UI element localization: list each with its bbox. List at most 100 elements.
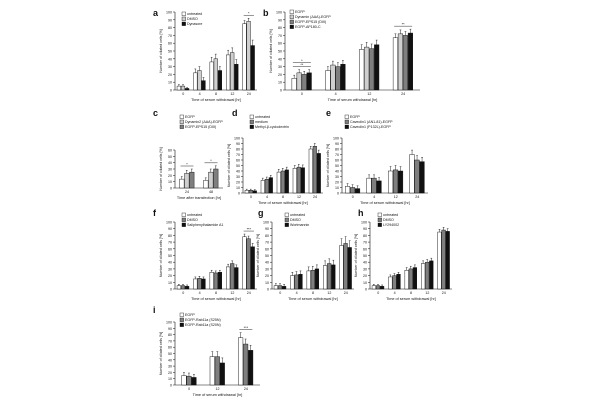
bar bbox=[404, 270, 409, 290]
legend-swatch bbox=[284, 217, 289, 222]
x-axis-label: Time of serum withdrawal [hr] bbox=[191, 297, 241, 301]
bar bbox=[268, 177, 273, 194]
y-axis-label: Number of ciliated cells [%] bbox=[159, 29, 163, 72]
x-tick-label: 0 bbox=[279, 291, 281, 295]
legend-label: untreated bbox=[187, 213, 202, 217]
bar bbox=[376, 180, 382, 194]
x-tick-label: 0 bbox=[188, 387, 190, 391]
significance-label: ** bbox=[402, 23, 405, 27]
y-tick-label: 0 bbox=[365, 288, 367, 292]
bar bbox=[243, 343, 249, 386]
bar bbox=[364, 46, 370, 91]
bar bbox=[184, 173, 190, 189]
legend-label: EGFP bbox=[185, 313, 195, 317]
legend-label: Dynasore bbox=[187, 22, 202, 26]
bar bbox=[345, 186, 351, 194]
bar bbox=[419, 161, 425, 194]
bar bbox=[217, 70, 222, 91]
bar bbox=[277, 285, 283, 290]
bar bbox=[393, 169, 399, 194]
y-tick-label: 50 bbox=[168, 352, 172, 356]
y-axis-label: Number of ciliated cells [%] bbox=[159, 234, 163, 277]
x-tick-label: 4 bbox=[199, 291, 201, 295]
legend-swatch bbox=[377, 222, 382, 227]
bar bbox=[197, 70, 202, 91]
bar bbox=[306, 72, 312, 91]
legend-swatch bbox=[181, 222, 186, 227]
y-tick-label: 50 bbox=[236, 164, 240, 168]
y-tick-label: 30 bbox=[265, 267, 269, 271]
x-tick-label: 8 bbox=[215, 92, 217, 96]
y-tick-label: 60 bbox=[168, 247, 172, 251]
y-tick-label: 0 bbox=[170, 187, 172, 191]
y-tick-label: 30 bbox=[168, 365, 172, 369]
x-tick-label: 12 bbox=[394, 195, 398, 199]
y-tick-label: 10 bbox=[278, 81, 282, 85]
x-tick-label: 0 bbox=[352, 195, 354, 199]
bar bbox=[350, 187, 356, 194]
legend-label: Wortmannin bbox=[290, 223, 309, 227]
bar bbox=[226, 266, 231, 290]
y-tick-label: 50 bbox=[278, 50, 282, 54]
bar bbox=[260, 180, 265, 194]
legend-label: EGFP bbox=[185, 115, 195, 119]
bar bbox=[340, 64, 346, 91]
y-tick-label: 30 bbox=[168, 65, 172, 69]
x-tick-label: 12 bbox=[367, 92, 371, 96]
y-tick-label: 20 bbox=[168, 73, 172, 77]
y-tick-label: 20 bbox=[168, 274, 172, 278]
bar bbox=[380, 286, 385, 290]
x-tick-label: 8 bbox=[215, 291, 217, 295]
bar bbox=[230, 263, 235, 290]
bar bbox=[316, 153, 321, 194]
bar bbox=[359, 49, 365, 91]
legend-swatch bbox=[179, 119, 184, 124]
y-tick-label: 90 bbox=[265, 227, 269, 231]
bar bbox=[201, 80, 206, 91]
x-tick-label: 24 bbox=[247, 291, 251, 295]
y-tick-label: 50 bbox=[168, 155, 172, 159]
x-tick-label: 24 bbox=[247, 92, 251, 96]
y-tick-label: 40 bbox=[265, 261, 269, 265]
bar bbox=[250, 45, 255, 91]
y-tick-label: 90 bbox=[278, 18, 282, 22]
y-tick-label: 20 bbox=[168, 174, 172, 178]
bar bbox=[226, 54, 231, 91]
y-tick-label: 40 bbox=[278, 57, 282, 61]
bar bbox=[392, 37, 398, 91]
y-tick-label: 0 bbox=[170, 288, 172, 292]
legend-label: EGFP bbox=[350, 115, 360, 119]
panel-c: c 0 10 20 30 40 50 60 Number of ciliated cells [… bbox=[153, 108, 223, 200]
bar bbox=[242, 236, 247, 290]
significance-label: *** bbox=[244, 326, 249, 330]
bar bbox=[398, 170, 404, 194]
y-tick-label: 40 bbox=[168, 57, 172, 61]
y-tick-label: 90 bbox=[168, 18, 172, 22]
bar bbox=[343, 243, 348, 290]
x-tick-label: 4 bbox=[199, 92, 201, 96]
bar bbox=[276, 171, 281, 194]
bar bbox=[325, 70, 331, 91]
bar bbox=[371, 177, 377, 194]
y-tick-label: 10 bbox=[168, 377, 172, 381]
legend-label: Caveolin1 (P132L)-EGFP bbox=[350, 125, 391, 129]
bar bbox=[388, 170, 394, 194]
legend-swatch bbox=[181, 212, 186, 217]
x-axis-label: Time of serum withdrawal [hr] bbox=[360, 201, 410, 205]
legend-label: EGFP bbox=[295, 10, 305, 14]
x-tick-label: 24 bbox=[415, 195, 419, 199]
bar bbox=[282, 286, 287, 290]
legend-label: Caveolin1 (ΔN1-81)-EGFP bbox=[350, 120, 393, 124]
x-tick-label: 8 bbox=[282, 195, 284, 199]
legend-label: untreated bbox=[290, 213, 305, 217]
bar bbox=[248, 350, 254, 386]
y-tick-label: 10 bbox=[236, 186, 240, 190]
bar bbox=[176, 85, 181, 91]
y-tick-label: 40 bbox=[168, 161, 172, 165]
legend-swatch bbox=[181, 21, 186, 26]
bar bbox=[219, 362, 225, 386]
bar bbox=[244, 190, 249, 194]
y-tick-label: 0 bbox=[280, 89, 282, 93]
bar bbox=[429, 260, 434, 290]
